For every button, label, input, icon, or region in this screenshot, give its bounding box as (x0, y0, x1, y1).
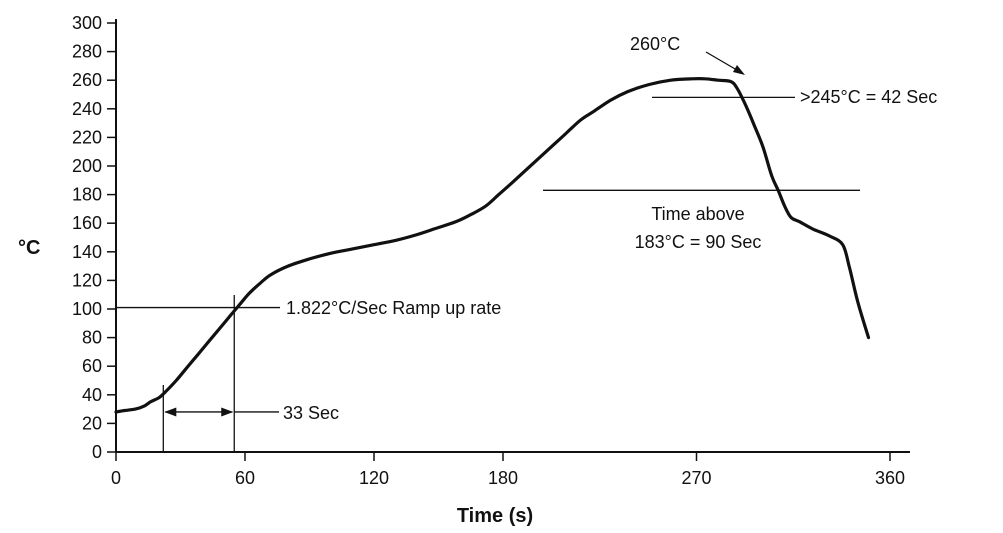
annotation-lines (116, 51, 860, 452)
y-tick-label: 140 (72, 242, 102, 262)
y-tick-label: 260 (72, 70, 102, 90)
y-tick-label: 220 (72, 127, 102, 147)
y-tick-label: 20 (82, 413, 102, 433)
y-tick-label: 120 (72, 270, 102, 290)
x-tick-label: 180 (488, 468, 518, 488)
ramp-rate-label: 1.822°C/Sec Ramp up rate (286, 298, 501, 318)
axes (115, 19, 910, 453)
duration-arrow-right (221, 407, 234, 417)
y-tick-label: 300 (72, 13, 102, 33)
x-tick-label: 270 (681, 468, 711, 488)
x-tick-label: 0 (111, 468, 121, 488)
above-183-label-line1: Time above (651, 204, 744, 224)
ticks: 0 20 40 60 80 100 120 140 160 180 200 220 240 260 280 3… (72, 13, 905, 488)
peak-arrowhead (733, 65, 745, 75)
y-tick-label: 100 (72, 299, 102, 319)
y-axis-title: °C (18, 237, 40, 259)
y-tick-label: 80 (82, 328, 102, 348)
peak-label: 260°C (630, 34, 680, 54)
y-tick-label: 280 (72, 42, 102, 62)
y-tick-label: 0 (92, 442, 102, 462)
y-tick-label: 200 (72, 156, 102, 176)
temperature-curve (114, 76, 871, 414)
duration-arrow-left (164, 407, 177, 417)
x-tick-label: 60 (235, 468, 255, 488)
y-tick-label: 40 (82, 385, 102, 405)
y-tick-label: 60 (82, 356, 102, 376)
x-tick-label: 120 (359, 468, 389, 488)
x-axis-title: Time (s) (457, 505, 533, 527)
y-tick-label: 240 (72, 99, 102, 119)
y-tick-label: 180 (72, 185, 102, 205)
x-tick-label: 360 (875, 468, 905, 488)
above-245-label: >245°C = 42 Sec (800, 87, 937, 107)
duration-label: 33 Sec (283, 403, 339, 423)
y-tick-label: 160 (72, 213, 102, 233)
above-183-label-line2: 183°C = 90 Sec (635, 232, 762, 252)
